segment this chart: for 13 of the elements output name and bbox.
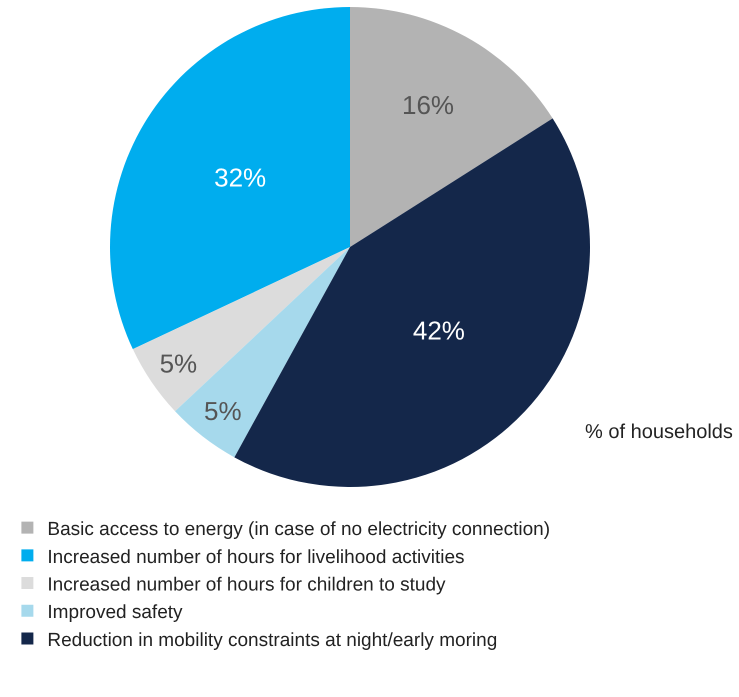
data-label: 5% [160,348,198,379]
legend-label: Reduction in mobility constraints at night/early moring [47,630,498,651]
text: % of households [585,421,733,443]
pie-slice [350,7,553,247]
pie-slice [110,7,350,350]
legend-label: Improved safety [47,602,184,624]
data-label: 5% [204,396,242,426]
data-label: 16% [402,90,454,120]
data-label: 42% [412,315,465,346]
legend-label: Increased number of hours for children to study [47,574,446,596]
legend-label: Basic access to energy (in case of no electricity connection) [47,519,550,540]
data-label: 32% [214,162,266,192]
legend-label: Increased number of hours for livelihood activities [47,546,465,568]
